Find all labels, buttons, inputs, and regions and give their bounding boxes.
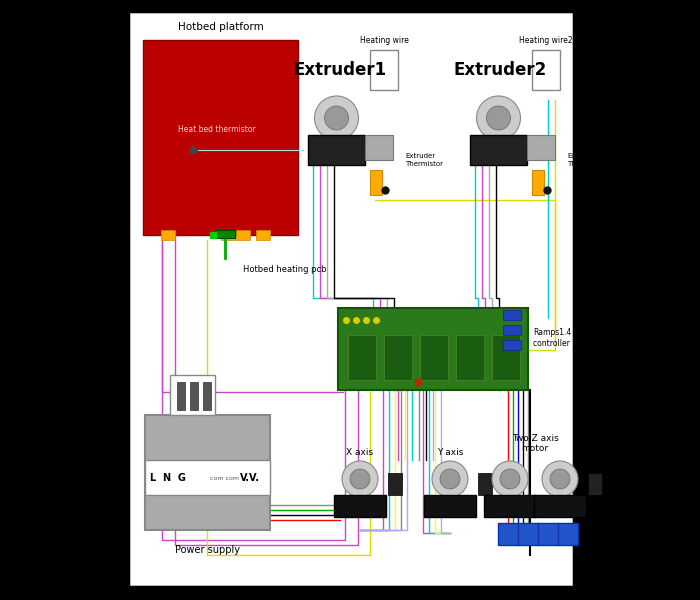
Bar: [492, 335, 520, 380]
Bar: [370, 50, 398, 90]
Circle shape: [314, 96, 358, 140]
Circle shape: [492, 461, 528, 497]
Bar: [221, 230, 235, 240]
Bar: [527, 135, 555, 160]
Text: Y axis: Y axis: [437, 448, 463, 457]
Circle shape: [500, 469, 520, 489]
Bar: [203, 382, 211, 410]
Text: Heat bed thermistor: Heat bed thermistor: [178, 125, 256, 134]
Circle shape: [350, 469, 370, 489]
Bar: [256, 230, 270, 240]
Bar: [384, 335, 412, 380]
Bar: [532, 170, 544, 195]
Bar: [478, 473, 492, 495]
Bar: [388, 473, 402, 495]
Text: Extruder2: Extruder2: [454, 61, 547, 79]
Bar: [215, 230, 235, 238]
Text: Extruder1: Extruder1: [293, 61, 386, 79]
Bar: [145, 460, 270, 495]
Bar: [130, 13, 572, 585]
Circle shape: [486, 106, 510, 130]
Text: Extruder
Thermistor: Extruder Thermistor: [567, 154, 605, 166]
Bar: [308, 135, 365, 165]
Bar: [534, 495, 586, 517]
Text: Heating wire: Heating wire: [360, 36, 408, 45]
Bar: [503, 325, 521, 335]
Bar: [456, 335, 484, 380]
Text: X axis: X axis: [346, 448, 374, 457]
Circle shape: [432, 461, 468, 497]
Bar: [424, 495, 476, 517]
Bar: [503, 340, 521, 350]
Bar: [503, 310, 521, 320]
Bar: [143, 40, 298, 235]
Bar: [348, 335, 376, 380]
Circle shape: [342, 461, 378, 497]
Circle shape: [477, 96, 521, 140]
Bar: [190, 382, 198, 410]
Text: com com: com com: [210, 475, 239, 481]
Bar: [334, 495, 386, 517]
Text: Heating wire2: Heating wire2: [519, 36, 573, 45]
Bar: [498, 523, 578, 545]
Bar: [532, 50, 560, 90]
Circle shape: [440, 469, 460, 489]
Text: Extruder
Thermistor: Extruder Thermistor: [405, 154, 443, 166]
Bar: [177, 382, 185, 410]
Bar: [161, 230, 175, 240]
Bar: [365, 135, 393, 160]
Text: L  N  G: L N G: [150, 473, 186, 483]
Bar: [588, 473, 602, 495]
Bar: [420, 335, 448, 380]
Text: Ramps1.4
controller board: Ramps1.4 controller board: [533, 328, 594, 347]
Bar: [484, 495, 536, 517]
Text: Power supply: Power supply: [175, 545, 240, 555]
Bar: [338, 308, 528, 390]
Text: V.V.: V.V.: [240, 473, 260, 483]
Bar: [145, 415, 270, 530]
Circle shape: [550, 469, 570, 489]
Text: Two Z axis
motor: Two Z axis motor: [512, 434, 559, 453]
Bar: [370, 170, 382, 195]
Circle shape: [325, 106, 349, 130]
Circle shape: [542, 461, 578, 497]
Bar: [236, 230, 250, 240]
Text: Hotbed heating pcb: Hotbed heating pcb: [243, 265, 326, 274]
Text: Hotbed platform: Hotbed platform: [178, 22, 263, 32]
Bar: [170, 375, 215, 415]
Bar: [470, 135, 527, 165]
